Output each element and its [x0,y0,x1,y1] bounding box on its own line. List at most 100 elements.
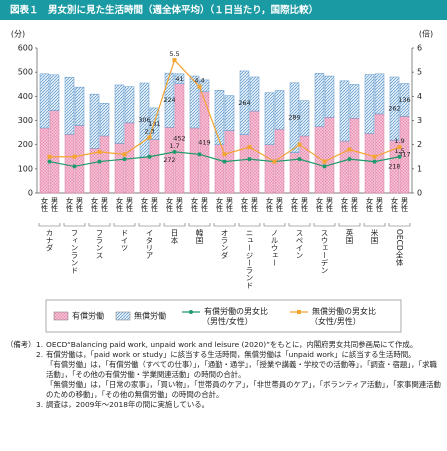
x-tick-label: 男性 [300,197,309,213]
line-point [47,159,52,164]
legend-label: 無償労働 [134,311,166,321]
group-bracket [363,223,386,227]
line-point [322,159,327,164]
bar-segment [314,73,325,127]
line-point [47,154,52,159]
data-label: 41 [175,75,183,83]
group-label: スウェーデン [320,229,329,274]
legend-label: 有償労働 [72,311,104,321]
group-bracket [63,223,86,227]
y-tick-label: 300 [18,116,33,125]
bar-segment [174,73,185,85]
bar-segment [324,117,335,194]
line-point [172,149,177,154]
y2-tick-label: 1 [417,164,422,173]
line-point [397,154,402,159]
y2-tick-label: 2 [417,140,422,149]
x-tick-label: 男性 [225,197,234,213]
legend-label-line: 無償労働の男女比 [312,306,376,316]
x-tick-label: 女性 [390,196,399,213]
bar-segment [239,70,250,136]
note-number: 1. [36,340,44,349]
note-body: 有償労働は，「paid work or study」に該当する生活時間，無償労働… [46,350,442,400]
bar-segment [224,95,235,131]
note-text: OECD“Balancing paid work, unpaid work an… [46,340,418,349]
legend-label-line: （女性/男性） [310,316,361,326]
data-label: 289 [288,114,300,122]
bar-segment [39,127,50,194]
line-point [122,152,127,157]
bar-segment [264,92,275,145]
group-label: ドイツ [120,229,129,252]
legend-marker [189,310,193,314]
data-label: 264 [238,99,250,107]
group-label: イタリア [145,229,154,259]
data-label: 4.4 [194,77,204,85]
data-label: 224 [163,96,175,104]
x-tick-label: 女性 [365,196,374,213]
data-label: 2.3 [144,127,154,135]
bar-segment [164,72,175,128]
x-tick-label: 男性 [250,197,259,213]
line-point [347,157,352,162]
line-point [222,152,227,157]
note-spacer [6,350,36,400]
y2-axis-label: (倍) [419,29,433,39]
legend-label: 有償労働の男女比（男性/女性） [202,306,268,326]
bar-segment [64,134,75,194]
bar-segment [49,110,60,194]
x-tick-label: 男性 [100,197,109,213]
group-label: ニュージーランド [245,229,254,289]
line-point [397,145,402,150]
note-text: 有償労働は，「paid work or study」に該当する生活時間，無償労働… [46,350,416,359]
legend-box [45,299,402,333]
data-label: 272 [163,156,175,164]
bar-segment [399,83,410,117]
x-tick-label: 女性 [240,196,249,213]
y-tick-label: 600 [18,44,33,53]
x-tick-label: 女性 [215,196,224,213]
note-number: 2. [36,350,44,359]
line-point [247,145,252,150]
line-point [72,164,77,169]
y-tick-label: 0 [28,189,33,198]
group-label: OECD全体 [395,229,404,267]
group-bracket [138,223,161,227]
y-axis-label: (分) [11,30,25,39]
note-item: 3. 調査は，2009年～2018年の間に実施している。 [6,400,442,410]
line-point [122,157,127,162]
bar-segment [364,74,375,134]
x-tick-label: 男性 [200,197,209,213]
x-tick-label: 女性 [65,196,74,213]
group-label: 日本 [170,229,179,246]
legend-label-line: （男性/女性） [202,316,253,326]
data-label: 5.5 [169,50,179,58]
bar-segment [374,73,385,115]
chart-title: 図表１ 男女別に見た生活時間（週全体平均）（１日当たり，国際比較） [10,4,318,16]
bar-segment [99,103,110,137]
bar-segment [139,156,150,194]
note-number: 3. [36,400,44,409]
line-point [322,164,327,169]
line-point [297,157,302,162]
x-tick-label: 女性 [290,196,299,213]
group-bracket [288,223,311,227]
x-tick-label: 男性 [325,197,334,213]
y-tick-label: 500 [18,68,33,77]
x-tick-label: 女性 [140,196,149,213]
legend-label-line: 有償労働の男女比 [204,306,268,316]
group-bracket [163,223,186,227]
group-bracket [213,223,236,227]
bar-segment [299,100,310,137]
line-point [147,135,152,140]
bar-segment [124,86,135,124]
data-label: 306 [138,116,150,124]
bar-segment [349,118,360,194]
bar-segment [89,148,100,194]
line-point [222,159,227,164]
line-point [147,154,152,159]
group-bracket [263,223,286,227]
data-label: 262 [388,105,400,113]
data-label: 1.5 [394,147,404,155]
